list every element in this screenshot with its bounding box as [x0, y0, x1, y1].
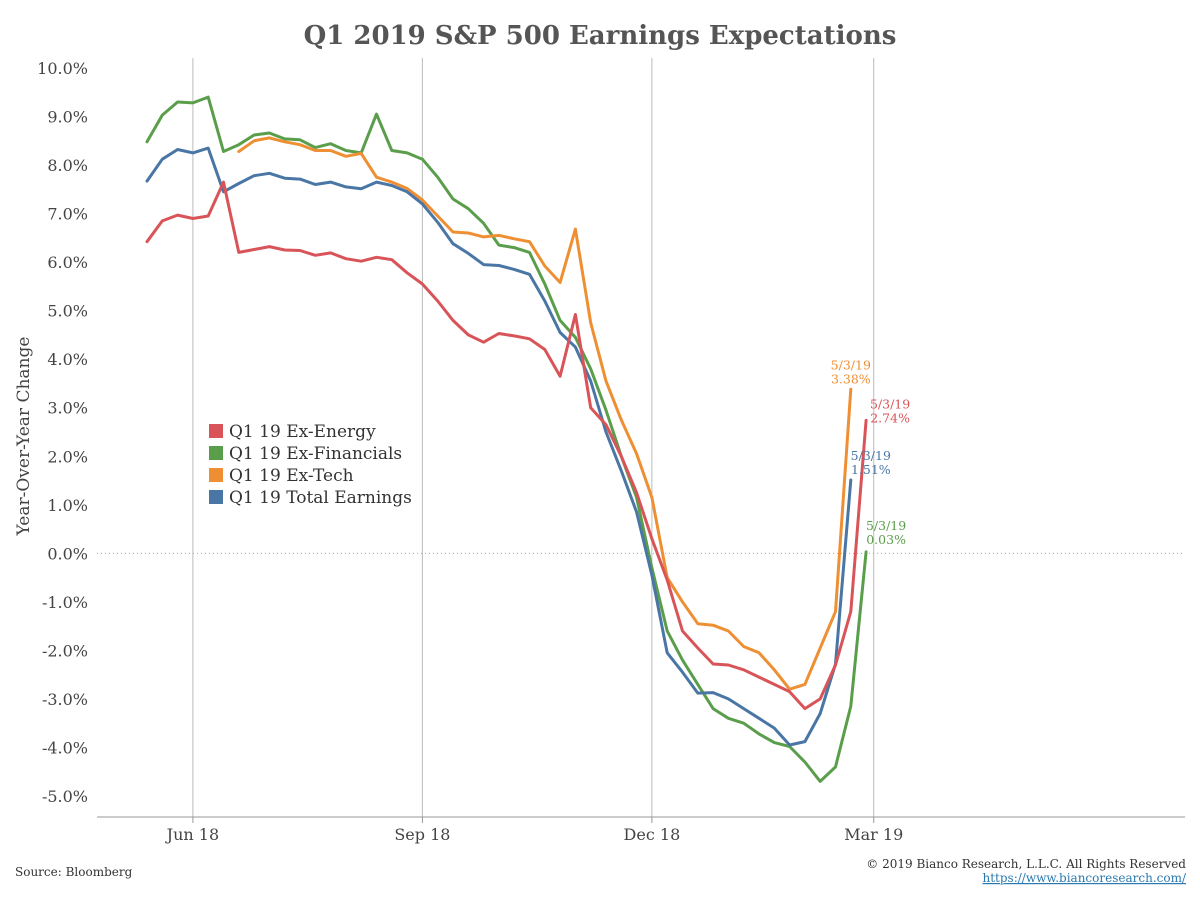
series-line-ex-energy — [145, 180, 868, 711]
y-tick-label: -1.0% — [42, 593, 88, 612]
y-tick-label: -4.0% — [42, 738, 88, 757]
y-tick-label: 1.0% — [47, 496, 88, 515]
y-tick-label: 2.0% — [47, 447, 88, 466]
end-label-value: 2.74% — [870, 410, 910, 425]
legend-swatch-ex-tech — [209, 468, 223, 482]
x-tick-label: Jun 18 — [165, 825, 219, 844]
legend: Q1 19 Ex-Energy Q1 19 Ex-Financials Q1 1… — [209, 422, 412, 508]
legend-item-ex-energy: Q1 19 Ex-Energy — [209, 422, 376, 442]
y-tick-label: -5.0% — [42, 787, 88, 806]
end-label-value: 1.51% — [851, 462, 891, 477]
y-tick-label: 0.0% — [47, 544, 88, 563]
y-axis-label: Year-Over-Year Change — [14, 337, 34, 537]
end-label-date: 5/3/19 — [870, 396, 910, 411]
end-label-value: 3.38% — [831, 371, 871, 386]
x-tick-label: Dec 18 — [624, 825, 681, 844]
chart-title: Q1 2019 S&P 500 Earnings Expectations — [304, 21, 897, 51]
end-label-value: 0.03% — [866, 532, 906, 547]
y-tick-label: -2.0% — [42, 641, 88, 660]
y-tick-label: 3.0% — [47, 399, 88, 418]
series-lines — [145, 95, 868, 783]
website-link[interactable]: https://www.biancoresearch.com/ — [982, 871, 1186, 885]
legend-label-total-earnings: Q1 19 Total Earnings — [229, 488, 412, 508]
y-tick-label: 8.0% — [47, 156, 88, 175]
y-ticks: 10.0% 9.0% 8.0% 7.0% 6.0% 5.0% 4.0% 3.0% 2.0% 1.0… — [37, 59, 88, 806]
legend-item-total-earnings: Q1 19 Total Earnings — [209, 488, 412, 508]
series-line-total — [145, 146, 853, 747]
y-tick-label: 4.0% — [47, 350, 88, 369]
x-ticks: Jun 18 Sep 18 Dec 18 Mar 19 — [165, 817, 903, 844]
y-tick-label: 10.0% — [37, 59, 88, 78]
end-label-date: 5/3/19 — [831, 357, 871, 372]
legend-item-ex-financials: Q1 19 Ex-Financials — [209, 444, 402, 464]
gridlines — [192, 58, 875, 817]
series-line-ex-tech — [237, 136, 853, 691]
y-tick-label: 7.0% — [47, 205, 88, 224]
y-tick-label: -3.0% — [42, 690, 88, 709]
legend-label-ex-financials: Q1 19 Ex-Financials — [229, 444, 402, 464]
legend-swatch-ex-energy — [209, 424, 223, 438]
source-note: Source: Bloomberg — [15, 865, 133, 879]
legend-swatch-total-earnings — [209, 490, 223, 504]
copyright-note: © 2019 Bianco Research, L.L.C. All Right… — [866, 857, 1186, 871]
x-tick-label: Mar 19 — [844, 825, 903, 844]
end-label-date: 5/3/19 — [866, 518, 906, 533]
end-label-date: 5/3/19 — [851, 448, 891, 463]
legend-label-ex-energy: Q1 19 Ex-Energy — [229, 422, 376, 442]
x-tick-label: Sep 18 — [394, 825, 450, 844]
legend-swatch-ex-financials — [209, 446, 223, 460]
y-tick-label: 6.0% — [47, 253, 88, 272]
legend-label-ex-tech: Q1 19 Ex-Tech — [229, 466, 354, 486]
y-tick-label: 9.0% — [47, 108, 88, 127]
axes — [97, 552, 1185, 818]
legend-item-ex-tech: Q1 19 Ex-Tech — [209, 466, 354, 486]
y-tick-label: 5.0% — [47, 302, 88, 321]
series-line-ex-financials — [145, 95, 868, 783]
end-labels: 5/3/193.38%5/3/192.74%5/3/191.51%5/3/190… — [831, 357, 911, 547]
